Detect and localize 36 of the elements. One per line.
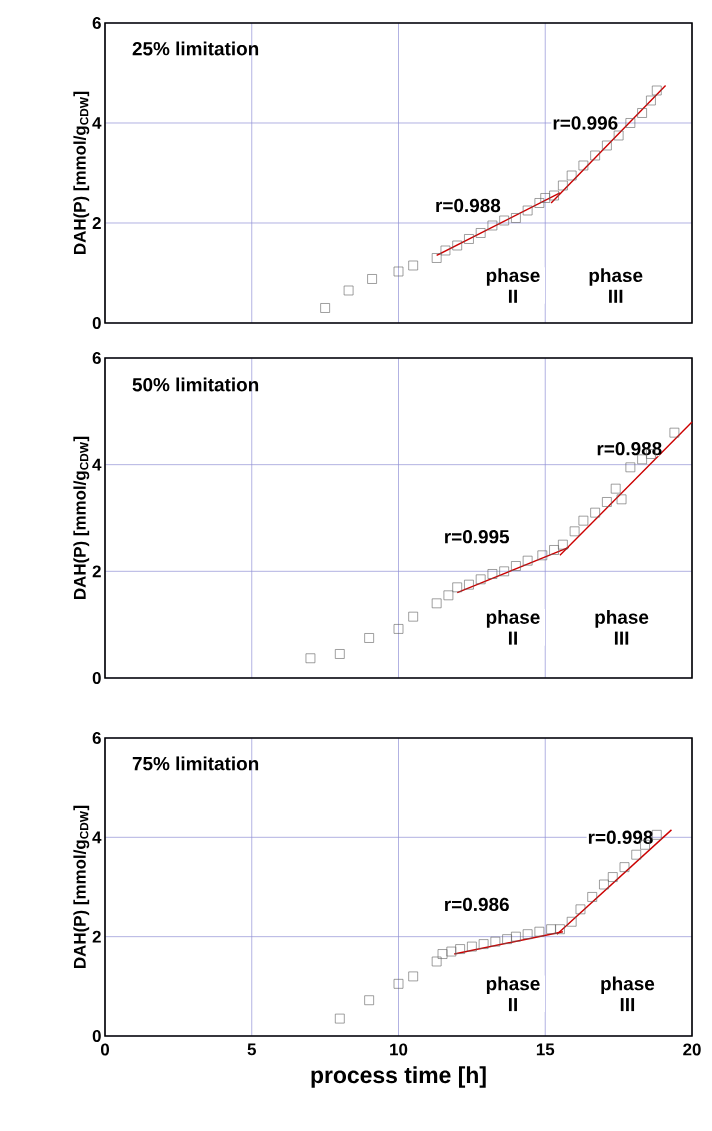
x-tick-label: 5 xyxy=(247,1043,256,1056)
y-axis-title: DAH(P) [mmol/g$_{CDW}$] xyxy=(73,805,90,968)
y-tick-label: 2 xyxy=(92,217,101,229)
y-tick-label: 0 xyxy=(92,1029,101,1042)
x-tick-label: 20 xyxy=(683,1043,701,1056)
text: 75% limitation xyxy=(132,756,259,771)
y-tick-label: 0 xyxy=(92,671,101,684)
annotation: r=0.988 xyxy=(436,198,501,213)
y-axis-title: DAH(P) [mmol/g$_{CDW}$] xyxy=(73,91,90,254)
annotation: r=0.996 xyxy=(553,116,618,130)
annotation: phase III xyxy=(601,976,655,1012)
annotation: r=0.988 xyxy=(597,441,662,456)
x-axis-title: process time [h] xyxy=(311,1066,486,1088)
y-tick-label: 0 xyxy=(92,316,101,329)
annotation: r=0.986 xyxy=(445,897,509,912)
x-tick-label: 10 xyxy=(390,1043,408,1056)
y-tick-label: 2 xyxy=(92,930,101,943)
text: 50% limitation xyxy=(132,377,259,392)
y-axis-title: DAH(P) [mmol/g$_{CDW}$] xyxy=(73,436,90,599)
y-tick-label: 4 xyxy=(92,458,102,471)
y-tick-label: 2 xyxy=(92,565,101,578)
x-tick-label: 15 xyxy=(536,1043,555,1056)
y-tick-label: 6 xyxy=(92,732,101,744)
annotation: phase III xyxy=(595,610,649,645)
annotation: phase III xyxy=(589,268,643,303)
annotation: r=0.998 xyxy=(588,830,653,845)
y-tick-label: 6 xyxy=(92,17,101,29)
x-tick-label: 0 xyxy=(100,1043,110,1056)
y-tick-label: 4 xyxy=(92,831,102,844)
text: 25% limitation xyxy=(132,41,259,56)
annotation: phase II xyxy=(486,976,540,1012)
annotation: r=0.995 xyxy=(445,529,510,544)
annotation: phase II xyxy=(486,268,540,303)
annotation: phase II xyxy=(486,610,540,645)
y-tick-label: 6 xyxy=(92,352,101,364)
y-tick-label: 4 xyxy=(92,117,102,129)
